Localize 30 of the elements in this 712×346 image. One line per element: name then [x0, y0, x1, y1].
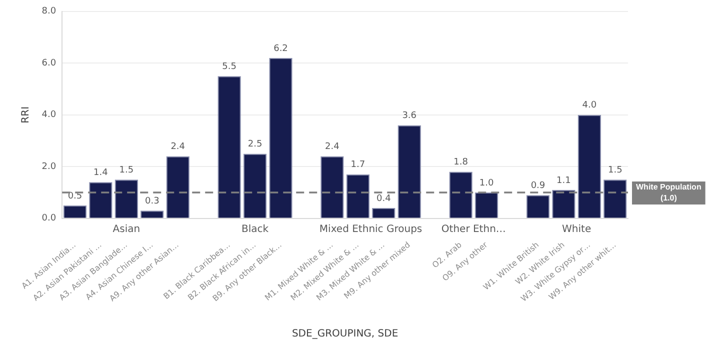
data-label: 4.0 — [582, 100, 597, 111]
data-label: 1.4 — [94, 168, 108, 178]
data-label: 3.6 — [402, 111, 417, 122]
data-label: 2.5 — [248, 140, 262, 150]
data-label: 0.3 — [144, 196, 160, 206]
data-label: 1.5 — [119, 165, 134, 176]
y-tick-label: 2.0 — [42, 162, 56, 172]
data-label: 2.4 — [325, 142, 340, 152]
text: Mixed Ethnic Groups — [319, 224, 422, 235]
y-tick-label: 4.0 — [42, 110, 56, 120]
data-label: 1.5 — [608, 165, 622, 176]
data-label: 6.2 — [274, 44, 288, 54]
data-label: 1.8 — [454, 158, 468, 168]
text: Other Ethn… — [441, 224, 506, 235]
text: Black — [242, 224, 269, 235]
data-label: 1.7 — [350, 160, 366, 170]
y-tick-label: 6.0 — [42, 58, 56, 68]
ref-line-label: White Population (1.0) — [636, 182, 702, 203]
text: White — [562, 224, 592, 235]
y-axis-title: RRI — [20, 106, 32, 124]
text: Asian — [112, 224, 140, 235]
data-label: 2.4 — [170, 142, 186, 152]
y-tick-label: 0.0 — [42, 214, 56, 224]
data-label: 5.5 — [222, 62, 236, 72]
data-label: 1.1 — [556, 176, 571, 186]
data-label: 0.9 — [530, 180, 546, 191]
y-tick-label: 8.0 — [42, 6, 56, 17]
x-axis-title: SDE_GROUPING, SDE — [292, 328, 398, 340]
data-label: 1.0 — [479, 178, 494, 188]
data-label: 0.4 — [376, 194, 392, 204]
